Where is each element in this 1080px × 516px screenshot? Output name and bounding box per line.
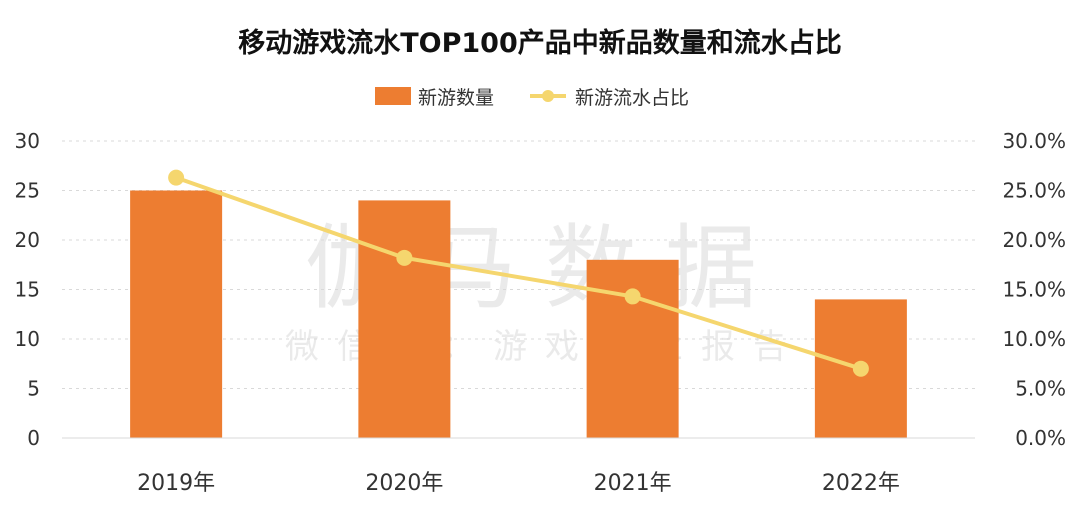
y-right-tick-label: 0.0%	[1015, 426, 1066, 450]
legend: 新游数量 新游流水占比	[375, 87, 689, 109]
legend-swatch-bar	[375, 87, 411, 105]
line-point	[168, 169, 185, 186]
line-point	[624, 288, 641, 305]
y-right-tick-label: 30.0%	[1002, 129, 1066, 153]
line-series	[168, 169, 869, 377]
x-tick-label: 2021年	[594, 471, 672, 496]
y-right-tick-label: 10.0%	[1002, 327, 1066, 351]
chart-title: 移动游戏流水TOP100产品中新品数量和流水占比	[238, 27, 842, 59]
line-point	[396, 249, 413, 266]
y-left-tick-label: 5	[27, 377, 40, 401]
x-tick-label: 2022年	[822, 471, 900, 496]
x-axis: 2019年 2020年 2021年 2022年	[62, 437, 975, 496]
bar	[130, 190, 223, 438]
bar	[586, 259, 679, 438]
legend-label-line: 新游流水占比	[575, 87, 689, 109]
y-left-tick-label: 15	[15, 278, 40, 302]
line-point	[852, 360, 869, 377]
y-right-tick-label: 20.0%	[1002, 228, 1066, 252]
y-right-tick-label: 15.0%	[1002, 278, 1066, 302]
y-axis-left: 0 5 10 15 20 25 30	[15, 129, 40, 450]
x-tick-label: 2020年	[365, 471, 443, 496]
legend-label-bar: 新游数量	[418, 87, 494, 109]
legend-swatch-marker	[542, 90, 554, 102]
y-axis-right: 0.0% 5.0% 10.0% 15.0% 20.0% 25.0% 30.0%	[1002, 129, 1066, 450]
y-left-tick-label: 10	[15, 327, 40, 351]
x-tick-label: 2019年	[137, 471, 215, 496]
y-left-tick-label: 25	[15, 179, 40, 203]
y-right-tick-label: 25.0%	[1002, 179, 1066, 203]
y-left-tick-label: 30	[15, 129, 40, 153]
y-right-tick-label: 5.0%	[1015, 377, 1066, 401]
y-left-tick-label: 0	[27, 426, 40, 450]
y-left-tick-label: 20	[15, 228, 40, 252]
bar	[358, 200, 451, 438]
line-path	[175, 175, 862, 371]
